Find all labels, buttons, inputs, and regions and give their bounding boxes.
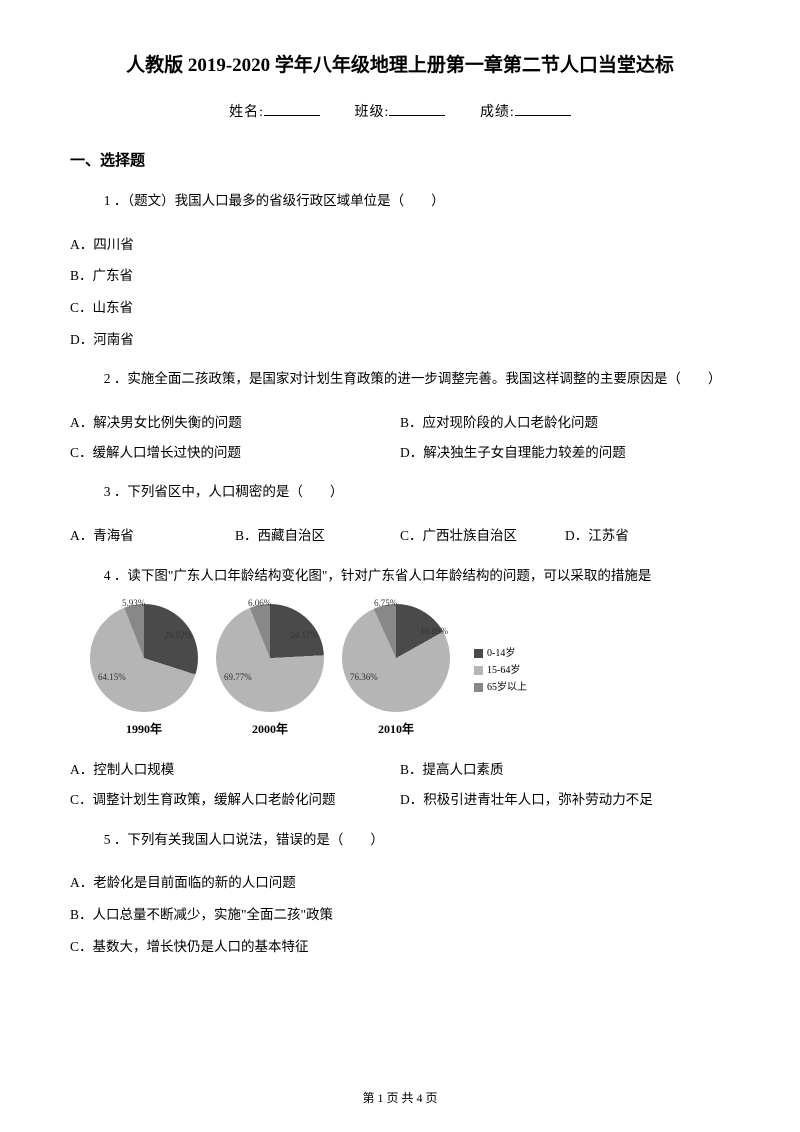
pie3-year: 2010年: [378, 720, 414, 737]
legend-l3: 65岁以上: [487, 679, 527, 696]
q3-c: C．广西壮族自治区: [400, 521, 565, 551]
q3-text: 3 ．下列省区中，人口稠密的是（ ）: [70, 479, 730, 505]
pie-2010: 6.75% 16.89% 76.36% 2010年: [342, 604, 450, 737]
pie1-light-label: 64.15%: [98, 672, 126, 682]
q1-text: 1 ．（题文）我国人口最多的省级行政区域单位是（ ）: [70, 188, 730, 214]
pie2-dark-label: 24.17%: [290, 630, 318, 640]
q2-c: C．缓解人口增长过快的问题: [70, 438, 400, 468]
q3-options: A．青海省 B．西藏自治区 C．广西壮族自治区 D．江苏省: [70, 521, 730, 551]
q2-b: B．应对现阶段的人口老龄化问题: [400, 408, 730, 438]
legend: 0-14岁 15-64岁 65岁以上: [474, 645, 527, 696]
q5-options: A．老龄化是目前面临的新的人口问题 B．人口总量不断减少，实施"全面二孩"政策 …: [70, 868, 730, 961]
q5-text: 5 ．下列有关我国人口说法，错误的是（ ）: [70, 827, 730, 853]
legend-3: 65岁以上: [474, 679, 527, 696]
q1-d: D．河南省: [70, 325, 730, 355]
swatch-light: [474, 666, 483, 675]
page-footer: 第 1 页 共 4 页: [0, 1089, 800, 1106]
name-blank: [264, 115, 320, 116]
q5-b: B．人口总量不断减少，实施"全面二孩"政策: [70, 900, 730, 930]
info-line: 姓名: 班级: 成绩:: [70, 101, 730, 121]
q1-options: A．四川省 B．广东省 C．山东省 D．河南省: [70, 230, 730, 355]
q1-c: C．山东省: [70, 293, 730, 323]
pie-1990-chart: 5.93% 29.92% 64.15%: [90, 604, 198, 712]
class-label: 班级:: [355, 105, 390, 120]
footer-mid: 页 共: [383, 1091, 416, 1105]
pie-1990: 5.93% 29.92% 64.15% 1990年: [90, 604, 198, 737]
pie-2000: 6.06% 24.17% 69.77% 2000年: [216, 604, 324, 737]
score-blank: [515, 115, 571, 116]
pie3-mid-label: 6.75%: [374, 598, 397, 608]
legend-l2: 15-64岁: [487, 662, 520, 679]
q4-d: D．积极引进青壮年人口，弥补劳动力不足: [400, 785, 730, 815]
q5-c: C．基数大，增长快仍是人口的基本特征: [70, 932, 730, 962]
pie2-year: 2000年: [252, 720, 288, 737]
legend-2: 15-64岁: [474, 662, 527, 679]
q1-b: B．广东省: [70, 261, 730, 291]
q3-b: B．西藏自治区: [235, 521, 400, 551]
section-header: 一、选择题: [70, 149, 730, 170]
q4-options: A．控制人口规模 B．提高人口素质 C．调整计划生育政策，缓解人口老龄化问题 D…: [70, 755, 730, 814]
q2-options: A．解决男女比例失衡的问题 B．应对现阶段的人口老龄化问题 C．缓解人口增长过快…: [70, 408, 730, 467]
pie3-dark-label: 16.89%: [420, 626, 448, 636]
q1-a: A．四川省: [70, 230, 730, 260]
score-label: 成绩:: [480, 105, 515, 120]
pie1-year: 1990年: [126, 720, 162, 737]
q4-c: C．调整计划生育政策，缓解人口老龄化问题: [70, 785, 400, 815]
q5-a: A．老龄化是目前面临的新的人口问题: [70, 868, 730, 898]
pie-charts: 5.93% 29.92% 64.15% 1990年 6.06% 24.17% 6…: [90, 604, 730, 737]
q3-a: A．青海省: [70, 521, 235, 551]
q2-text: 2 ．实施全面二孩政策，是国家对计划生育政策的进一步调整完善。我国这样调整的主要…: [70, 366, 730, 392]
footer-prefix: 第: [362, 1091, 377, 1105]
pie1-mid-label: 5.93%: [122, 598, 145, 608]
class-blank: [389, 115, 445, 116]
pie2-mid-label: 6.06%: [248, 598, 271, 608]
q4-b: B．提高人口素质: [400, 755, 730, 785]
pie3-light-label: 76.36%: [350, 672, 378, 682]
legend-l1: 0-14岁: [487, 645, 515, 662]
q4-a: A．控制人口规模: [70, 755, 400, 785]
swatch-dark: [474, 649, 483, 658]
legend-1: 0-14岁: [474, 645, 527, 662]
swatch-mid: [474, 683, 483, 692]
footer-suffix: 页: [423, 1091, 438, 1105]
pie1-dark-label: 29.92%: [164, 630, 192, 640]
q4-text: 4 ．读下图"广东人口年龄结构变化图"，针对广东省人口年龄结构的问题，可以采取的…: [70, 563, 730, 589]
q2-d: D．解决独生子女自理能力较差的问题: [400, 438, 730, 468]
page-title: 人教版 2019-2020 学年八年级地理上册第一章第二节人口当堂达标: [70, 50, 730, 77]
pie-2000-chart: 6.06% 24.17% 69.77%: [216, 604, 324, 712]
name-label: 姓名:: [229, 105, 264, 120]
q3-d: D．江苏省: [565, 521, 730, 551]
pie2-light-label: 69.77%: [224, 672, 252, 682]
pie-2010-chart: 6.75% 16.89% 76.36%: [342, 604, 450, 712]
q2-a: A．解决男女比例失衡的问题: [70, 408, 400, 438]
